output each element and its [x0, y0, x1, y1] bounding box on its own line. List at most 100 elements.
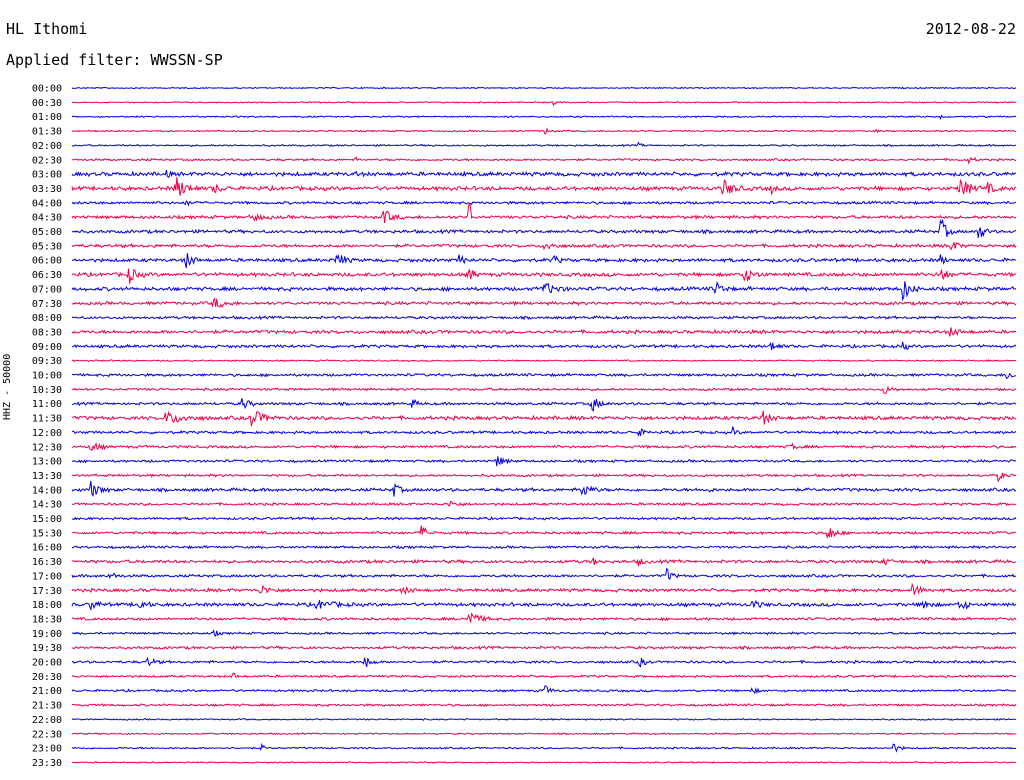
time-tick-label: 00:00: [32, 84, 62, 95]
seismic-trace: [71, 127, 1017, 135]
time-tick-label: 15:30: [32, 528, 62, 539]
seismic-trace: [71, 86, 1017, 90]
seismic-trace: [71, 599, 1017, 612]
seismic-trace: [71, 398, 1017, 412]
time-tick-label: 16:30: [32, 557, 62, 568]
seismic-trace: [71, 672, 1017, 679]
seismic-trace: [71, 656, 1017, 668]
time-tick-label: 09:30: [32, 356, 62, 367]
time-tick-label: 14:00: [32, 485, 62, 496]
time-tick-label: 05:30: [32, 241, 62, 252]
record-date: 2012-08-22: [925, 20, 1016, 38]
time-tick-label: 06:00: [32, 256, 62, 267]
station-title: HL Ithomi: [6, 20, 88, 38]
time-tick-label: 22:00: [32, 715, 62, 726]
time-tick-label: 08:00: [32, 313, 62, 324]
seismic-trace: [71, 480, 1017, 497]
seismic-trace: [71, 645, 1017, 651]
seismic-trace: [71, 315, 1017, 321]
seismic-trace: [71, 200, 1017, 207]
time-tick-label: 19:00: [32, 629, 62, 640]
time-tick-label: 23:30: [32, 758, 62, 769]
time-tick-label: 20:30: [32, 672, 62, 683]
time-tick-label: 11:00: [32, 399, 62, 410]
seismic-trace: [71, 114, 1017, 120]
seismic-trace: [71, 253, 1017, 269]
seismic-trace: [71, 202, 1017, 223]
seismic-trace: [71, 525, 1017, 540]
time-tick-label: 20:00: [32, 658, 62, 669]
time-tick-label: 12:00: [32, 428, 62, 439]
seismic-trace: [71, 500, 1017, 507]
time-tick-label: 18:00: [32, 600, 62, 611]
seismic-trace: [71, 297, 1017, 308]
time-tick-label: 21:00: [32, 686, 62, 697]
seismic-trace: [71, 141, 1017, 148]
seismic-trace: [71, 176, 1016, 196]
time-tick-label: 13:30: [32, 471, 62, 482]
seismic-trace: [71, 359, 1017, 363]
seismic-trace: [71, 685, 1017, 695]
seismic-trace: [71, 761, 1017, 764]
time-tick-label: 02:30: [32, 155, 62, 166]
seismic-trace: [71, 732, 1017, 736]
time-tick-label: 03:30: [32, 184, 62, 195]
time-tick-label: 18:30: [32, 614, 62, 625]
time-tick-label: 10:00: [32, 371, 62, 382]
seismic-trace: [71, 612, 1017, 623]
seismic-trace: [71, 156, 1017, 165]
time-tick-label: 11:30: [32, 414, 62, 425]
time-tick-label: 00:30: [32, 98, 62, 109]
time-tick-label: 03:00: [32, 170, 62, 181]
seismic-trace: [71, 327, 1017, 337]
time-tick-label: 01:00: [32, 112, 62, 123]
time-tick-label: 13:00: [32, 457, 62, 468]
seismic-trace: [71, 100, 1017, 107]
seismic-trace: [71, 702, 1017, 708]
seismic-trace: [71, 544, 1017, 550]
seismic-trace: [71, 516, 1017, 521]
time-tick-label: 01:30: [32, 127, 62, 138]
time-tick-label: 16:00: [32, 543, 62, 554]
time-tick-label: 02:00: [32, 141, 62, 152]
time-tick-label: 17:00: [32, 571, 62, 582]
time-tick-label: 14:30: [32, 500, 62, 511]
seismic-trace: [71, 567, 1017, 580]
seismic-trace: [71, 582, 1016, 596]
time-tick-label: 22:30: [32, 729, 62, 740]
seismic-trace: [71, 341, 1017, 351]
seismic-trace: [71, 742, 1016, 753]
time-tick-label: 08:30: [32, 327, 62, 338]
filter-label: Applied filter: WWSSN-SP: [6, 51, 223, 69]
seismic-trace: [71, 629, 1017, 637]
seismic-trace: [71, 385, 1017, 394]
seismic-trace: [71, 717, 1017, 721]
time-tick-label: 07:30: [32, 299, 62, 310]
time-tick-label: 05:00: [32, 227, 62, 238]
seismic-trace: [71, 426, 1017, 437]
seismic-trace: [71, 242, 1017, 251]
seismic-trace: [71, 410, 1017, 427]
seismic-trace: [71, 281, 1017, 302]
time-tick-label: 12:30: [32, 442, 62, 453]
time-tick-label: 06:30: [32, 270, 62, 281]
seismic-trace: [71, 442, 1017, 452]
time-tick-label: 10:30: [32, 385, 62, 396]
time-tick-label: 21:30: [32, 701, 62, 712]
time-tick-label: 19:30: [32, 643, 62, 654]
seismic-trace: [71, 372, 1017, 380]
time-tick-label: 09:00: [32, 342, 62, 353]
seismic-trace: [71, 556, 1017, 567]
time-tick-label: 15:00: [32, 514, 62, 525]
seismic-trace: [71, 218, 1017, 238]
time-tick-label: 17:30: [32, 586, 62, 597]
seismic-trace: [71, 268, 1017, 284]
seismic-trace: [71, 456, 1017, 467]
seismic-trace: [71, 169, 1017, 179]
time-tick-label: 23:00: [32, 744, 62, 755]
time-tick-label: 04:30: [32, 213, 62, 224]
time-tick-label: 04:00: [32, 198, 62, 209]
time-tick-label: 07:00: [32, 284, 62, 295]
seismic-trace: [71, 472, 1017, 483]
